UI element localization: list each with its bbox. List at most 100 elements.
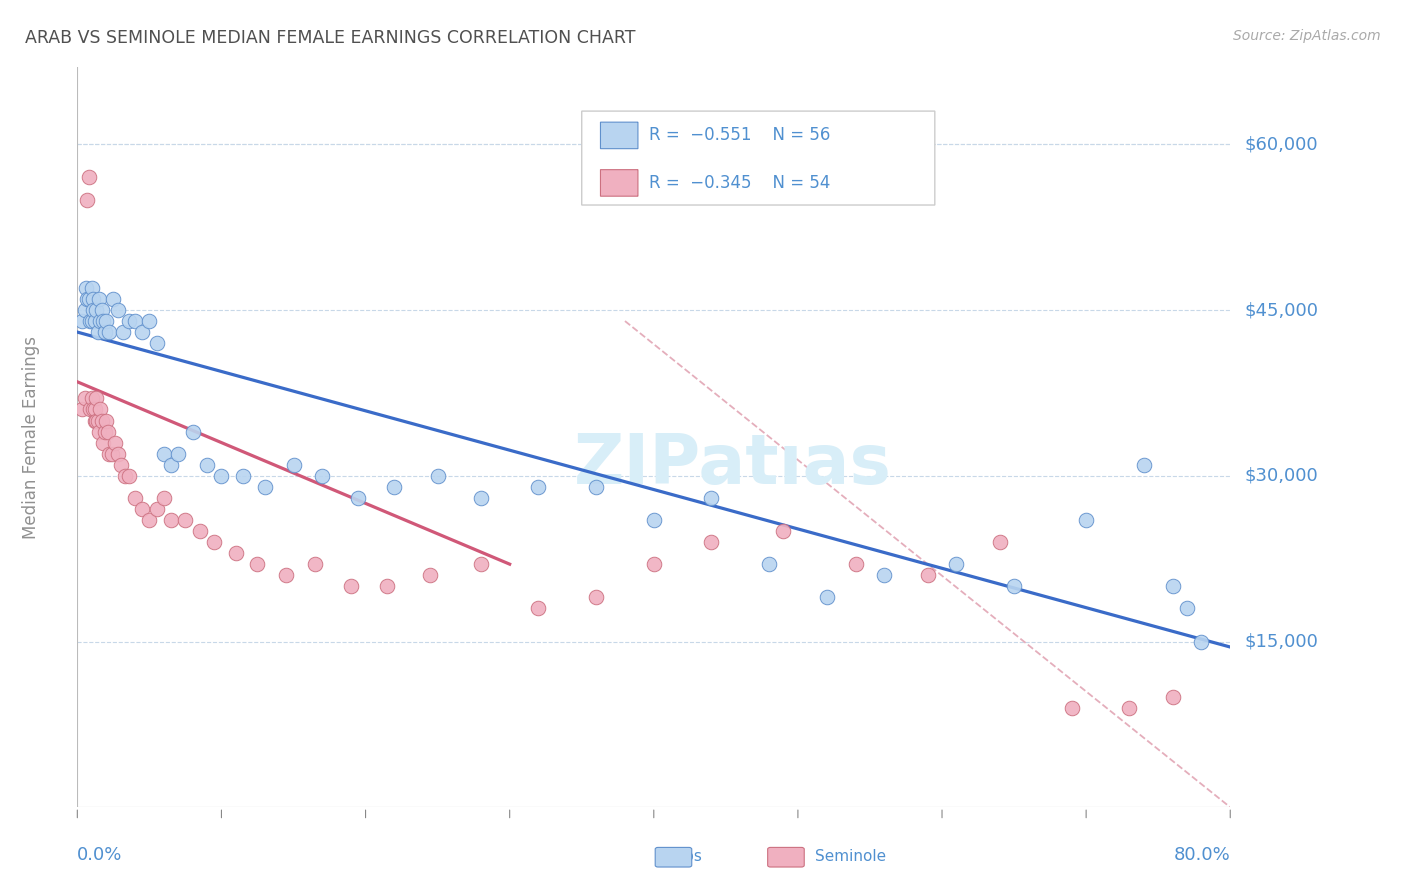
Point [1161,690,1184,704]
Point [89,402,111,417]
Point [585,480,607,494]
Text: $30,000: $30,000 [1244,467,1317,484]
Point [97,425,120,439]
Point [131,502,153,516]
Point [96,314,118,328]
Point [84,303,107,318]
Point [87,425,110,439]
Point [311,468,333,483]
Point [772,524,794,538]
Point [470,557,492,571]
Text: 0.0%: 0.0% [77,847,122,864]
Point [585,591,607,605]
Point [145,502,167,516]
Point [1161,579,1184,593]
Point [375,579,398,593]
Point [91,435,114,450]
Point [76,292,98,306]
Point [167,447,190,461]
Point [107,447,129,461]
Point [80,314,103,328]
Point [77,170,100,185]
Point [145,336,167,351]
Text: Source: ZipAtlas.com: Source: ZipAtlas.com [1233,29,1381,43]
Point [77,292,100,306]
Point [91,314,114,328]
Point [153,447,174,461]
Point [174,513,197,527]
Point [112,325,135,339]
Text: ZIPatıas: ZIPatıas [574,431,891,499]
Point [340,579,363,593]
Point [98,447,121,461]
Text: Seminole: Seminole [815,849,887,863]
Point [82,402,104,417]
Point [110,458,132,472]
Point [246,557,269,571]
Point [873,568,896,582]
Point [82,303,104,318]
Point [643,513,665,527]
Point [160,513,183,527]
Point [253,480,276,494]
Point [138,314,160,328]
Point [988,535,1011,549]
Text: 80.0%: 80.0% [1174,847,1230,864]
Point [70,314,93,328]
Point [101,447,124,461]
Point [93,425,115,439]
Point [104,435,127,450]
Point [90,303,112,318]
Text: Median Female Earnings: Median Female Earnings [22,335,41,539]
Point [700,535,723,549]
Text: Arabs: Arabs [659,849,703,863]
Point [82,292,104,306]
Point [124,491,146,505]
Point [96,413,118,427]
Point [73,392,96,406]
Point [917,568,939,582]
Point [426,468,449,483]
Point [75,281,97,295]
Text: $15,000: $15,000 [1244,632,1317,650]
Point [815,591,838,605]
Point [84,392,107,406]
Point [232,468,254,483]
Point [84,413,107,427]
Text: $45,000: $45,000 [1244,301,1319,319]
Text: R =  −0.551    N = 56: R = −0.551 N = 56 [650,127,831,145]
Text: $60,000: $60,000 [1244,136,1317,153]
Text: ARAB VS SEMINOLE MEDIAN FEMALE EARNINGS CORRELATION CHART: ARAB VS SEMINOLE MEDIAN FEMALE EARNINGS … [25,29,636,46]
Point [1118,701,1140,715]
Text: R =  −0.345    N = 54: R = −0.345 N = 54 [650,174,831,192]
Point [83,314,105,328]
Point [86,413,108,427]
Point [138,513,160,527]
Point [118,468,141,483]
Point [90,413,112,427]
Point [153,491,174,505]
Point [347,491,370,505]
Point [188,524,211,538]
Point [758,557,780,571]
Point [98,325,121,339]
Point [131,325,153,339]
Point [1191,634,1213,648]
FancyBboxPatch shape [600,169,638,196]
Point [107,303,129,318]
Point [181,425,204,439]
Point [945,557,967,571]
Point [225,546,247,560]
Point [1060,701,1083,715]
Point [160,458,183,472]
Point [845,557,868,571]
Point [76,193,98,207]
Point [80,281,103,295]
Point [470,491,492,505]
Point [304,557,326,571]
Point [79,314,101,328]
Point [79,402,101,417]
Point [1002,579,1025,593]
Point [83,402,105,417]
Point [211,468,233,483]
